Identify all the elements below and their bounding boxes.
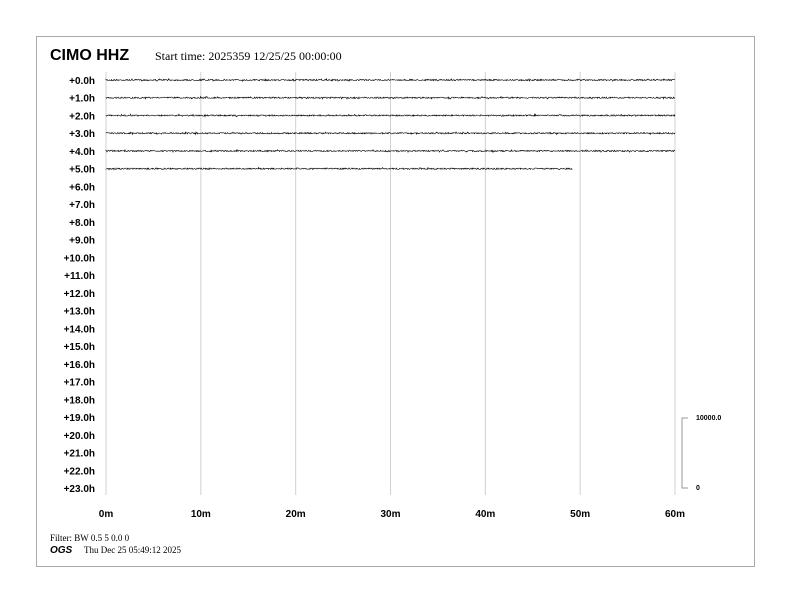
row-label: +1.0h (69, 94, 95, 105)
station-title: CIMO HHZ (50, 47, 129, 64)
row-label: +5.0h (69, 165, 95, 176)
row-label: +15.0h (64, 342, 95, 353)
scale-top-label: 10000.0 (696, 415, 721, 422)
trace-row (105, 95, 676, 100)
row-label: +12.0h (64, 289, 95, 300)
start-time: Start time: 2025359 12/25/25 00:00:00 (155, 49, 342, 63)
plot-frame (36, 36, 755, 567)
x-tick-label: 20m (286, 509, 306, 520)
x-tick-label: 10m (191, 509, 211, 520)
scale-bottom-label: 0 (696, 485, 700, 492)
x-tick-label: 0m (99, 509, 114, 520)
row-label: +10.0h (64, 253, 95, 264)
row-label: +3.0h (69, 129, 95, 140)
row-label: +14.0h (64, 324, 95, 335)
row-label: +13.0h (64, 307, 95, 318)
row-label: +17.0h (64, 378, 95, 389)
row-label: +16.0h (64, 360, 95, 371)
row-label: +0.0h (69, 76, 95, 87)
org-logo: OGS (50, 545, 73, 556)
x-tick-label: 30m (380, 509, 400, 520)
row-label: +11.0h (64, 271, 95, 282)
row-label: +4.0h (69, 147, 95, 158)
x-tick-label: 50m (570, 509, 590, 520)
row-label: +23.0h (64, 484, 95, 495)
row-label: +8.0h (69, 218, 95, 229)
x-tick-label: 60m (665, 509, 685, 520)
row-label: +18.0h (64, 395, 95, 406)
row-label: +22.0h (64, 466, 95, 477)
trace-row (105, 113, 676, 118)
row-label: +2.0h (69, 111, 95, 122)
trace-row (105, 148, 676, 154)
x-tick-label: 40m (475, 509, 495, 520)
scale-bar-line (681, 417, 688, 489)
filter-label: Filter: BW 0.5 5 0.0 0 (50, 533, 130, 543)
row-label: +7.0h (69, 200, 95, 211)
generated-time: Thu Dec 25 05:49:12 2025 (84, 545, 181, 555)
trace-row (105, 131, 676, 136)
row-label: +21.0h (64, 449, 95, 460)
row-label: +6.0h (69, 182, 95, 193)
row-label: +9.0h (69, 236, 95, 247)
row-label: +20.0h (64, 431, 95, 442)
trace-row (105, 166, 573, 171)
trace-row (105, 77, 676, 82)
scale-bar: 10000.0 0 (681, 415, 721, 492)
row-label: +19.0h (64, 413, 95, 424)
